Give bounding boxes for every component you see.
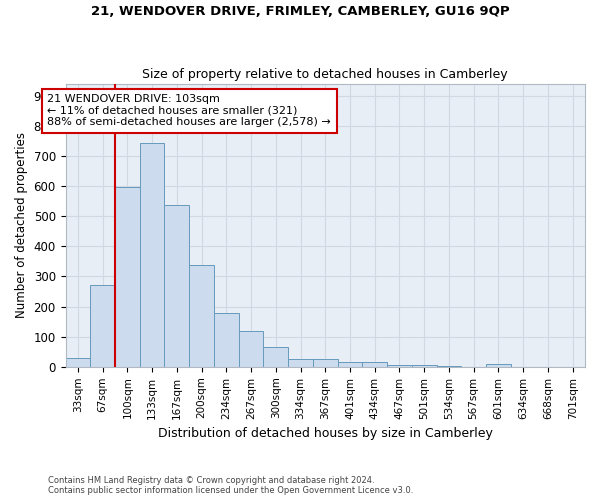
Bar xyxy=(239,330,263,367)
Bar xyxy=(288,360,313,367)
Bar xyxy=(214,312,239,367)
Bar xyxy=(486,364,511,367)
Bar xyxy=(362,362,387,367)
Bar xyxy=(313,360,338,367)
Text: 21, WENDOVER DRIVE, FRIMLEY, CAMBERLEY, GU16 9QP: 21, WENDOVER DRIVE, FRIMLEY, CAMBERLEY, … xyxy=(91,5,509,18)
Bar xyxy=(437,366,461,367)
Bar xyxy=(387,366,412,367)
Bar xyxy=(65,358,90,367)
Bar xyxy=(412,366,437,367)
Bar xyxy=(164,205,189,367)
Title: Size of property relative to detached houses in Camberley: Size of property relative to detached ho… xyxy=(142,68,508,81)
X-axis label: Distribution of detached houses by size in Camberley: Distribution of detached houses by size … xyxy=(158,427,493,440)
Bar xyxy=(189,266,214,367)
Text: 21 WENDOVER DRIVE: 103sqm
← 11% of detached houses are smaller (321)
88% of semi: 21 WENDOVER DRIVE: 103sqm ← 11% of detac… xyxy=(47,94,331,128)
Y-axis label: Number of detached properties: Number of detached properties xyxy=(15,132,28,318)
Bar xyxy=(140,143,164,367)
Text: Contains HM Land Registry data © Crown copyright and database right 2024.
Contai: Contains HM Land Registry data © Crown c… xyxy=(48,476,413,495)
Bar xyxy=(338,362,362,367)
Bar xyxy=(263,346,288,367)
Bar xyxy=(90,285,115,367)
Bar xyxy=(115,186,140,367)
